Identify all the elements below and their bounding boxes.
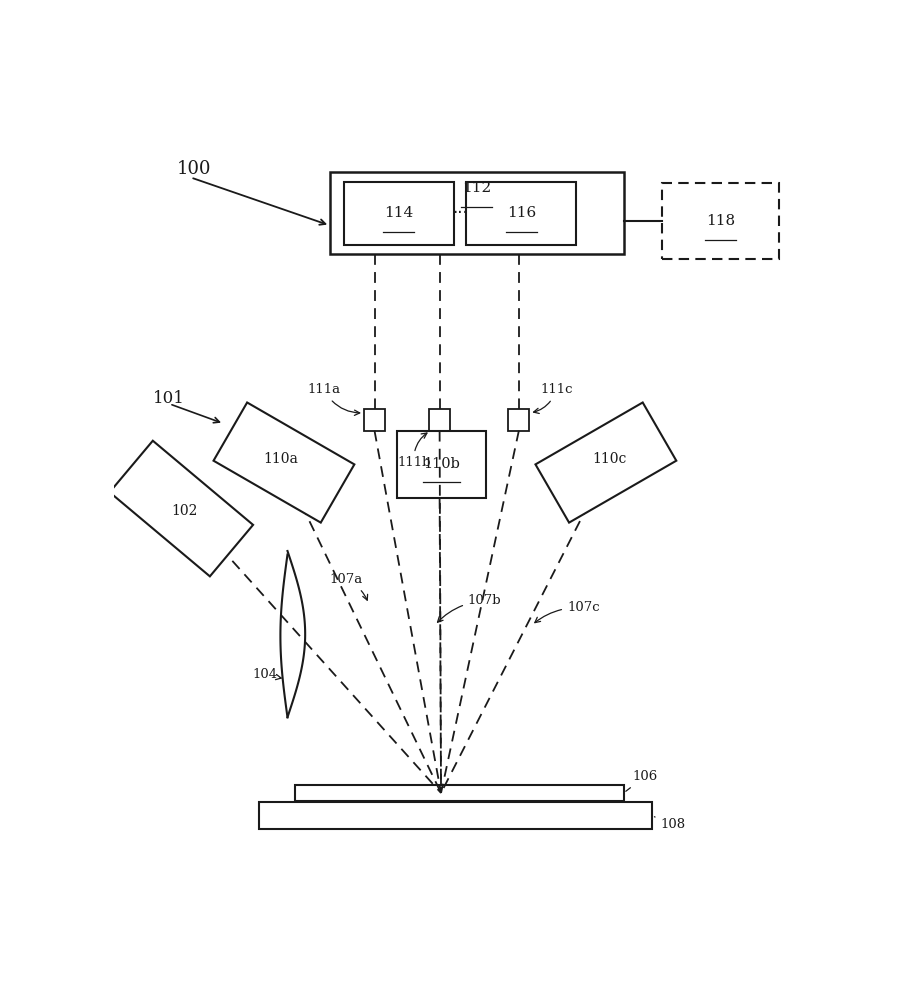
- Text: 110a: 110a: [263, 452, 298, 466]
- Polygon shape: [110, 441, 253, 576]
- Text: 102: 102: [172, 504, 198, 518]
- Text: 100: 100: [176, 160, 211, 178]
- Text: 116: 116: [507, 206, 536, 220]
- Text: 106: 106: [625, 770, 657, 791]
- Text: 107b: 107b: [437, 594, 501, 622]
- Text: 107c: 107c: [535, 601, 600, 623]
- Text: 107a: 107a: [330, 573, 368, 600]
- FancyBboxPatch shape: [295, 785, 624, 801]
- FancyBboxPatch shape: [663, 183, 780, 259]
- Text: 111c: 111c: [533, 383, 572, 413]
- Text: 110b: 110b: [423, 457, 460, 471]
- Text: 112: 112: [462, 181, 491, 195]
- FancyBboxPatch shape: [259, 802, 652, 829]
- Text: 104: 104: [252, 668, 281, 681]
- Text: 111b: 111b: [397, 433, 431, 469]
- FancyBboxPatch shape: [467, 182, 576, 245]
- FancyBboxPatch shape: [344, 182, 454, 245]
- FancyBboxPatch shape: [429, 409, 450, 431]
- Text: 118: 118: [707, 214, 736, 228]
- Text: 108: 108: [655, 817, 686, 831]
- Polygon shape: [535, 402, 677, 523]
- Text: 101: 101: [153, 390, 185, 407]
- Polygon shape: [214, 402, 354, 523]
- FancyBboxPatch shape: [509, 409, 530, 431]
- Text: 110c: 110c: [593, 452, 626, 466]
- FancyBboxPatch shape: [364, 409, 385, 431]
- FancyBboxPatch shape: [397, 431, 486, 498]
- FancyBboxPatch shape: [330, 172, 624, 254]
- Text: 111a: 111a: [308, 383, 360, 415]
- Text: 114: 114: [384, 206, 414, 220]
- Text: ···: ···: [452, 204, 468, 222]
